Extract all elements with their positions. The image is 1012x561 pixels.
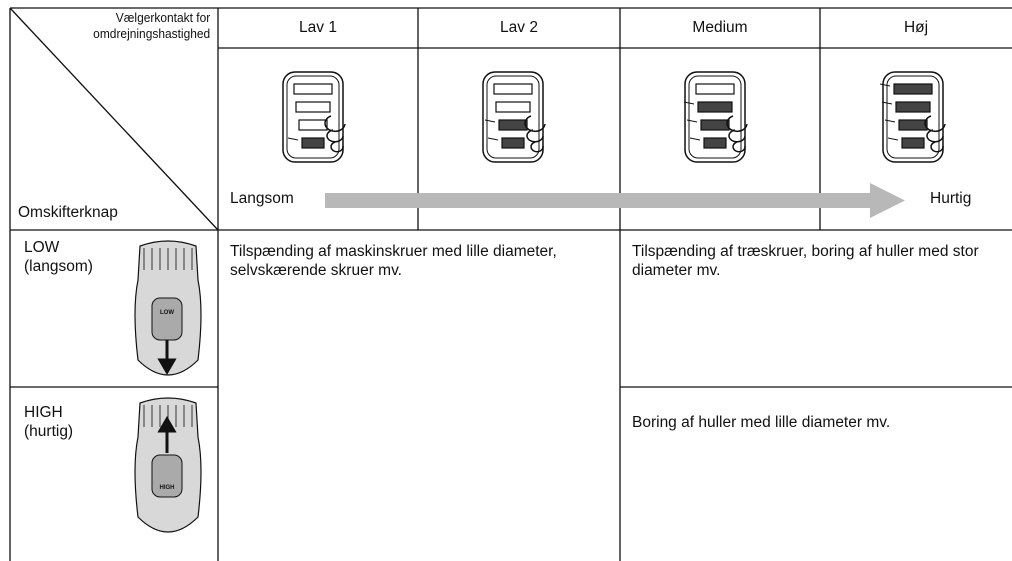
icon-glow <box>686 119 698 123</box>
icon-frame-inner <box>486 75 540 159</box>
corner-line: omdrejningshastighed <box>92 26 210 41</box>
icon-bar <box>498 119 528 131</box>
icon-bar <box>700 119 730 131</box>
cell-text: Tilspænding af maskinskruer med lille di… <box>230 243 557 279</box>
icon-glow <box>887 137 899 141</box>
icon-bar <box>298 119 328 131</box>
drill-switch <box>151 454 183 498</box>
icon-bar <box>495 101 531 113</box>
row-label: HIGH (hurtig) <box>24 403 73 441</box>
drill-switch <box>151 297 183 341</box>
icon-bar <box>501 137 525 149</box>
icon-frame-inner <box>286 75 340 159</box>
icon-glow <box>689 137 701 141</box>
icon-bar <box>895 101 931 113</box>
icon-glow <box>484 119 496 123</box>
drill-arrow <box>157 416 177 453</box>
corner-line: Vælgerkontakt for <box>115 10 210 25</box>
icon-glow <box>884 119 896 123</box>
column-header: Høj <box>903 19 929 36</box>
icon-glow <box>487 137 499 141</box>
icon-glow <box>287 137 299 141</box>
icon-glow <box>881 101 893 105</box>
row-label-text: LOW <box>24 239 60 256</box>
corner-top: Vælgerkontakt for omdrejningshastighed <box>93 10 210 42</box>
speed-arrow <box>325 183 905 218</box>
cell-text: Tilspænding af træskruer, boring af hull… <box>632 243 979 279</box>
drill-button-label: HIGH <box>160 485 175 491</box>
icon-bar <box>293 83 333 95</box>
drill: LOW <box>134 240 202 376</box>
icon-frame <box>684 71 746 163</box>
arrow-start: Langsom <box>230 190 294 207</box>
drill-button-label: LOW <box>160 310 174 316</box>
icon-swirl <box>524 115 546 153</box>
corner-bottom: Omskifterknap <box>18 204 118 221</box>
icon-swirl <box>726 115 748 153</box>
icon-bar <box>695 83 735 95</box>
icon-bar <box>703 137 727 149</box>
column-header: Lav 1 <box>299 19 337 36</box>
row-sublabel: (hurtig) <box>24 423 74 440</box>
icon-frame <box>282 71 344 163</box>
icon-glow <box>879 83 891 87</box>
icon-frame-inner <box>886 75 940 159</box>
icon-bar <box>893 83 933 95</box>
speed-icon <box>683 71 748 163</box>
icon-frame <box>882 71 944 163</box>
table-lines <box>9 7 1012 561</box>
speed-icon <box>482 71 546 163</box>
drill-arrow <box>157 340 177 375</box>
icon-bar <box>898 119 928 131</box>
cell-text: Boring af huller med lille diameter mv. <box>632 414 891 431</box>
row-label: LOW (langsom) <box>24 238 93 276</box>
arrow-end: Hurtig <box>930 190 972 207</box>
speed-icon <box>879 71 946 163</box>
row-label-text: HIGH <box>24 404 63 421</box>
icon-bar <box>901 137 925 149</box>
icon-bar <box>493 83 533 95</box>
drill: HIGH <box>134 397 202 533</box>
speed-icons <box>282 71 946 163</box>
icon-bar <box>295 101 331 113</box>
icon-swirl <box>324 115 346 153</box>
row-sublabel: (langsom) <box>24 258 93 275</box>
column-header: Medium <box>692 19 748 36</box>
drill-illustrations: LOW HIGH <box>134 240 202 533</box>
icon-bar <box>301 137 325 149</box>
column-header: Lav 2 <box>500 19 538 36</box>
icon-frame-inner <box>688 75 742 159</box>
icon-bar <box>697 101 733 113</box>
icon-swirl <box>924 115 946 153</box>
icon-glow <box>683 101 695 105</box>
icon-frame <box>482 71 544 163</box>
speed-icon <box>282 71 346 163</box>
